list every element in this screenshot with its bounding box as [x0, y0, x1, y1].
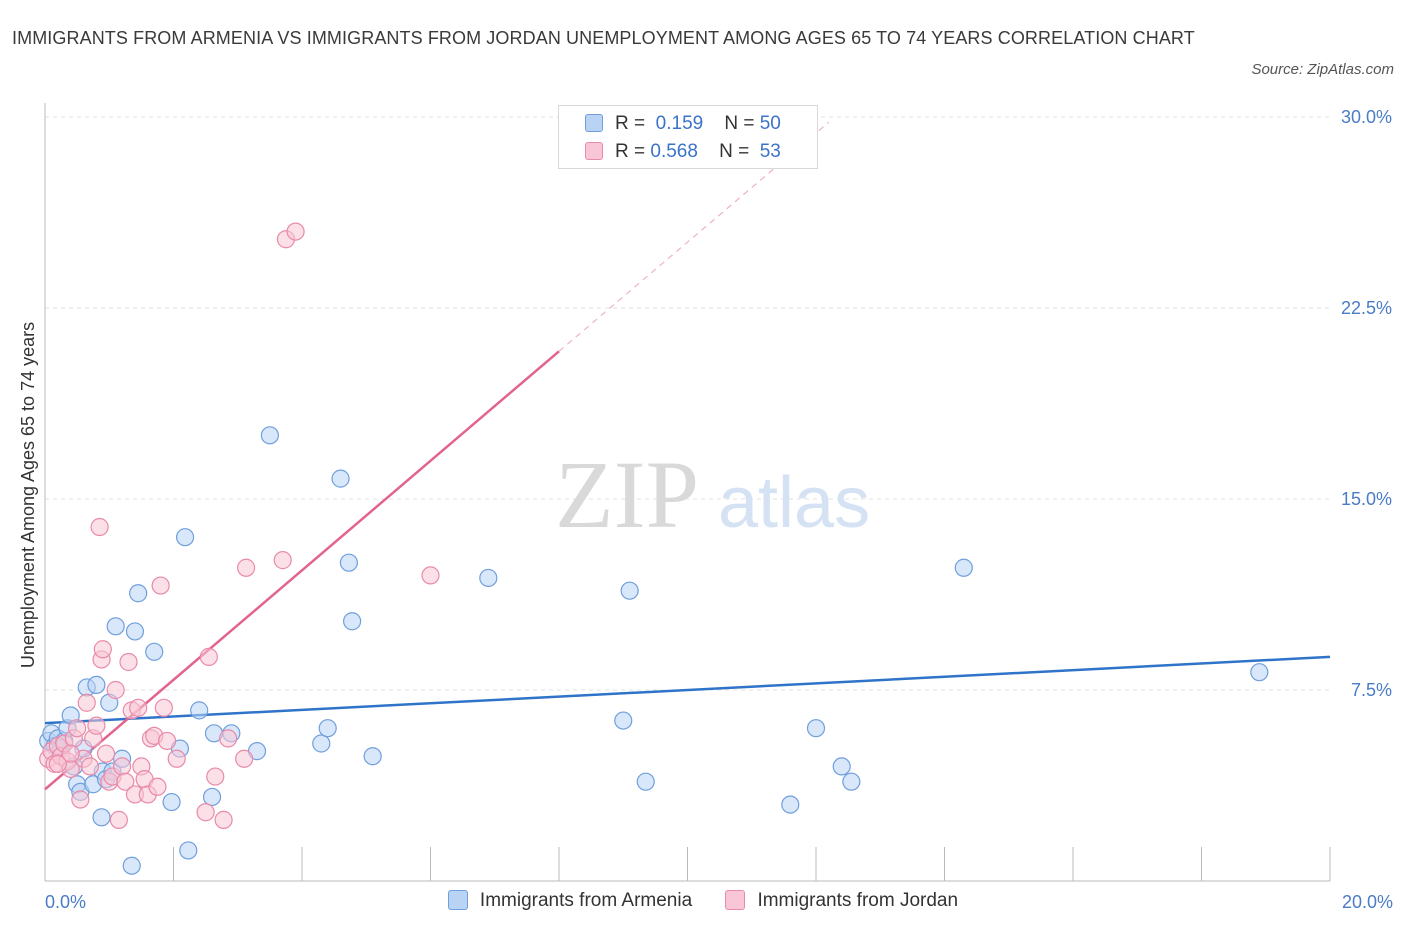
- armenia-point: [260, 426, 279, 445]
- armenia-point: [781, 795, 800, 814]
- jordan-point: [151, 576, 170, 595]
- armenia-trend-line: [44, 655, 1331, 725]
- y-tick-label: 22.5%: [1341, 298, 1392, 318]
- correlation-legend: R = 0.159 N = 50 R = 0.568 N = 53: [558, 105, 818, 169]
- jordan-n-value: 53: [759, 141, 781, 162]
- armenia-point: [106, 617, 125, 636]
- legend-item-armenia: Immigrants from Armenia: [447, 890, 693, 912]
- armenia-point: [331, 469, 350, 488]
- watermark: ZIP atlas: [555, 441, 870, 548]
- armenia-point: [190, 701, 209, 720]
- armenia-r-value: 0.159: [655, 113, 704, 134]
- jordan-trend-extension: [558, 121, 830, 352]
- armenia-point: [125, 622, 145, 641]
- jordan-point: [61, 744, 80, 763]
- y-tick-label: 7.5%: [1351, 680, 1392, 700]
- jordan-point: [421, 566, 440, 585]
- armenia-point: [479, 568, 498, 588]
- watermark-zip: ZIP: [555, 441, 699, 548]
- armenia-point: [339, 553, 359, 572]
- armenia-point: [614, 711, 633, 730]
- x-tick-label-min: 0.0%: [45, 892, 86, 912]
- jordan-point: [199, 647, 218, 666]
- armenia-point: [312, 734, 331, 753]
- armenia-legend-label: Immigrants from Armenia: [479, 890, 693, 911]
- legend-r-label: R =: [615, 113, 646, 134]
- armenia-point: [636, 772, 655, 791]
- jordan-point: [71, 790, 90, 809]
- jordan-point: [87, 716, 106, 735]
- armenia-point: [318, 719, 337, 738]
- armenia-point: [129, 584, 148, 603]
- jordan-point: [167, 749, 186, 768]
- armenia-point: [202, 787, 222, 807]
- armenia-point: [87, 675, 106, 695]
- jordan-point: [116, 772, 135, 791]
- jordan-point: [273, 551, 292, 570]
- armenia-point: [162, 792, 181, 812]
- y-tick-label: 15.0%: [1341, 489, 1392, 509]
- jordan-point: [68, 719, 87, 738]
- watermark-atlas: atlas: [718, 463, 870, 543]
- legend-r-label: R =: [615, 141, 646, 162]
- jordan-point: [148, 777, 167, 796]
- armenia-swatch: [585, 114, 603, 132]
- jordan-point: [129, 698, 148, 717]
- armenia-n-value: 50: [759, 113, 781, 134]
- armenia-point: [954, 558, 973, 577]
- jordan-point: [286, 222, 305, 241]
- jordan-point: [77, 693, 96, 712]
- armenia-legend-swatch: [447, 890, 468, 910]
- armenia-point: [1250, 663, 1269, 682]
- armenia-point: [145, 642, 164, 661]
- legend-item-jordan: Immigrants from Jordan: [725, 890, 958, 912]
- data-points: [39, 222, 1269, 875]
- jordan-point: [96, 744, 116, 763]
- jordan-point: [235, 749, 254, 768]
- armenia-point: [806, 719, 826, 738]
- jordan-point: [237, 558, 256, 577]
- grid-lines: [45, 116, 1330, 691]
- armenia-point: [175, 528, 195, 547]
- y-tick-label: 30.0%: [1341, 107, 1392, 127]
- jordan-point: [90, 517, 109, 537]
- jordan-point: [109, 810, 128, 829]
- jordan-legend-swatch: [725, 890, 746, 910]
- jordan-point: [154, 698, 173, 717]
- jordan-point: [219, 729, 238, 748]
- series-legend: Immigrants from Armenia Immigrants from …: [0, 890, 1406, 912]
- armenia-point: [179, 841, 198, 860]
- jordan-point: [93, 640, 112, 659]
- legend-n-label: N =: [724, 113, 755, 134]
- jordan-r-value: 0.568: [650, 141, 698, 162]
- x-tick-label-max: 20.0%: [1342, 892, 1393, 912]
- jordan-legend-label: Immigrants from Jordan: [757, 890, 959, 911]
- jordan-trend-line: [44, 350, 560, 791]
- chart-title: IMMIGRANTS FROM ARMENIA VS IMMIGRANTS FR…: [12, 28, 1195, 48]
- jordan-point: [106, 680, 125, 700]
- armenia-point: [122, 856, 141, 875]
- armenia-point: [832, 757, 851, 776]
- tick-labels: 7.5% 15.0% 22.5% 30.0% 0.0% 20.0%: [45, 107, 1393, 912]
- y-axis-label: Unemployment Among Ages 65 to 74 years: [18, 322, 38, 668]
- jordan-point: [119, 652, 138, 672]
- armenia-point: [92, 808, 111, 827]
- armenia-point: [363, 747, 382, 766]
- armenia-point: [620, 581, 639, 600]
- jordan-point: [112, 757, 132, 776]
- jordan-point: [196, 803, 215, 822]
- armenia-point: [842, 772, 861, 791]
- legend-n-label: N =: [719, 141, 750, 162]
- jordan-swatch: [585, 142, 603, 160]
- jordan-point: [80, 757, 100, 776]
- jordan-point: [214, 810, 233, 829]
- armenia-point: [343, 612, 362, 631]
- jordan-point: [48, 754, 67, 773]
- chart-source: Source: ZipAtlas.com: [1251, 61, 1394, 78]
- jordan-point: [157, 731, 177, 751]
- jordan-point: [206, 767, 225, 786]
- legend-row-armenia: R = 0.159 N = 50: [585, 113, 781, 137]
- legend-row-jordan: R = 0.568 N = 53: [585, 141, 781, 165]
